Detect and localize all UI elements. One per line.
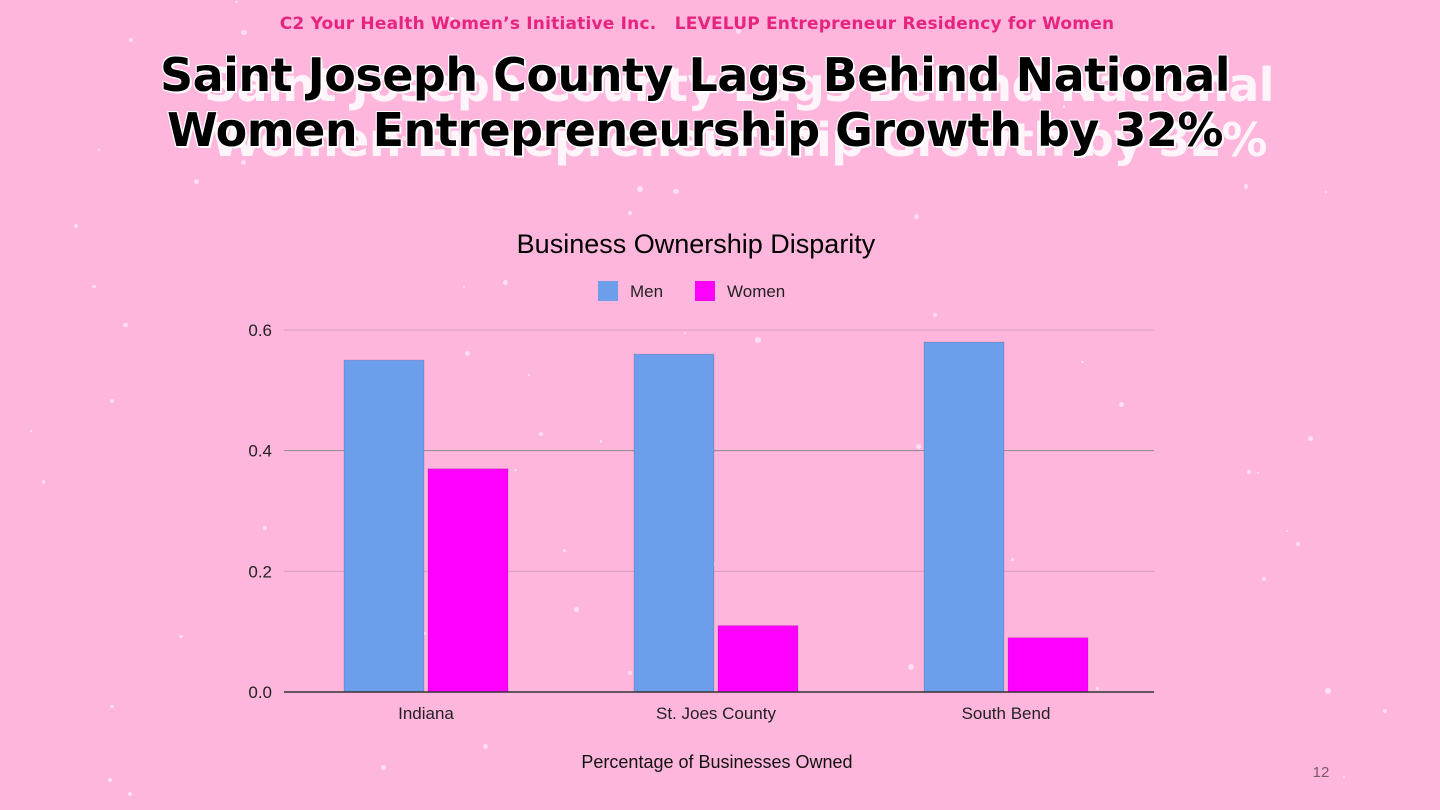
background-speck [1205, 116, 1212, 122]
background-speck [1296, 542, 1301, 547]
background-speck [1062, 105, 1066, 109]
x-axis-label: Percentage of Businesses Owned [581, 752, 852, 772]
background-speck [127, 792, 132, 797]
background-speck [109, 398, 115, 404]
background-speck [1011, 558, 1014, 561]
background-speck [755, 337, 761, 343]
background-speck [1324, 190, 1327, 194]
background-speck [635, 764, 638, 768]
background-speck [502, 280, 508, 286]
background-speck [914, 214, 919, 220]
background-speck [637, 186, 644, 192]
headline-line1: Saint Joseph County Lags Behind National [159, 48, 1231, 102]
background-speck [107, 778, 112, 782]
y-tick-label: 0.4 [248, 442, 272, 461]
background-speck [628, 211, 632, 216]
y-tick-label: 0.6 [248, 321, 272, 340]
background-speck [908, 663, 915, 670]
background-speck [801, 92, 806, 97]
background-speck [696, 140, 701, 146]
y-tick-label: 0.2 [248, 562, 272, 581]
background-speck [673, 188, 679, 195]
background-speck [627, 670, 632, 675]
headline-shadow-line1: Saint Joseph County Lags Behind National [203, 58, 1275, 112]
background-speck [932, 313, 938, 318]
bar-women-south-bend [1007, 637, 1089, 693]
background-speck [1325, 688, 1332, 695]
background-speck [1081, 361, 1084, 364]
headline-shadow-decoration: Saint Joseph County Lags Behind National… [44, 58, 1434, 168]
x-category-label: South Bend [962, 704, 1051, 723]
background-speck [462, 285, 465, 289]
y-tick-label: 0.0 [248, 683, 272, 702]
x-category-label: St. Joes County [656, 704, 777, 723]
chart-title: Business Ownership Disparity [517, 229, 876, 259]
page-number: 12 [1312, 764, 1330, 781]
background-speck [599, 440, 603, 443]
background-speck [235, 0, 238, 4]
background-speck [527, 373, 530, 376]
headline-line2: Women Entrepreneurship Growth by 32% [167, 103, 1224, 157]
background-speck [401, 136, 407, 141]
background-speck [735, 28, 742, 34]
background-speck [178, 634, 183, 639]
background-speck [683, 331, 686, 335]
bar-men-south-bend [923, 341, 1005, 693]
background-speck [1256, 471, 1260, 474]
background-speck [128, 38, 133, 42]
background-speck [539, 431, 544, 436]
x-category-label: Indiana [398, 704, 454, 723]
organization-line: C2 Your Health Women’s Initiative Inc. L… [279, 14, 1115, 34]
background-speck [960, 126, 964, 130]
background-speck [1243, 183, 1249, 189]
background-speck [262, 526, 267, 530]
background-speck [91, 284, 96, 289]
background-speck [241, 29, 247, 36]
legend-label-women: Women [727, 282, 785, 301]
background-speck [1342, 775, 1346, 779]
background-speck [378, 19, 384, 26]
background-speck [915, 443, 921, 449]
background-speck [942, 123, 949, 130]
background-speck [450, 17, 455, 22]
background-speck [30, 429, 33, 432]
background-speck [241, 160, 246, 165]
background-speck [514, 468, 517, 471]
bar-men-indiana [343, 359, 425, 693]
background-speck [74, 223, 79, 228]
bar-women-indiana [427, 468, 509, 693]
background-speck [97, 149, 101, 152]
background-speck [1308, 436, 1314, 442]
legend-swatch-women [695, 281, 715, 301]
background-speck [381, 765, 387, 771]
background-speck [1096, 686, 1100, 690]
background-speck [423, 632, 427, 636]
background-speck [472, 122, 477, 128]
bar-men-st-joes-county [633, 353, 715, 693]
slide-headline: Saint Joseph County Lags Behind National… [0, 48, 1390, 158]
background-speck [194, 179, 200, 184]
headline-shadow-line2: Women Entrepreneurship Growth by 32% [211, 113, 1268, 167]
background-speck [42, 480, 46, 484]
background-speck [1261, 577, 1266, 582]
background-speck [1247, 469, 1252, 474]
background-speck [1382, 708, 1387, 713]
background-speck [464, 350, 471, 357]
background-speck [483, 744, 488, 750]
background-speck [562, 548, 566, 552]
bar-women-st-joes-county [717, 625, 799, 693]
legend-swatch-men [598, 281, 618, 301]
background-speck [574, 607, 579, 612]
background-speck [110, 704, 114, 709]
legend-label-men: Men [630, 282, 663, 301]
background-speck [123, 322, 128, 328]
background-speck [1118, 401, 1124, 407]
background-speck [1285, 529, 1289, 533]
